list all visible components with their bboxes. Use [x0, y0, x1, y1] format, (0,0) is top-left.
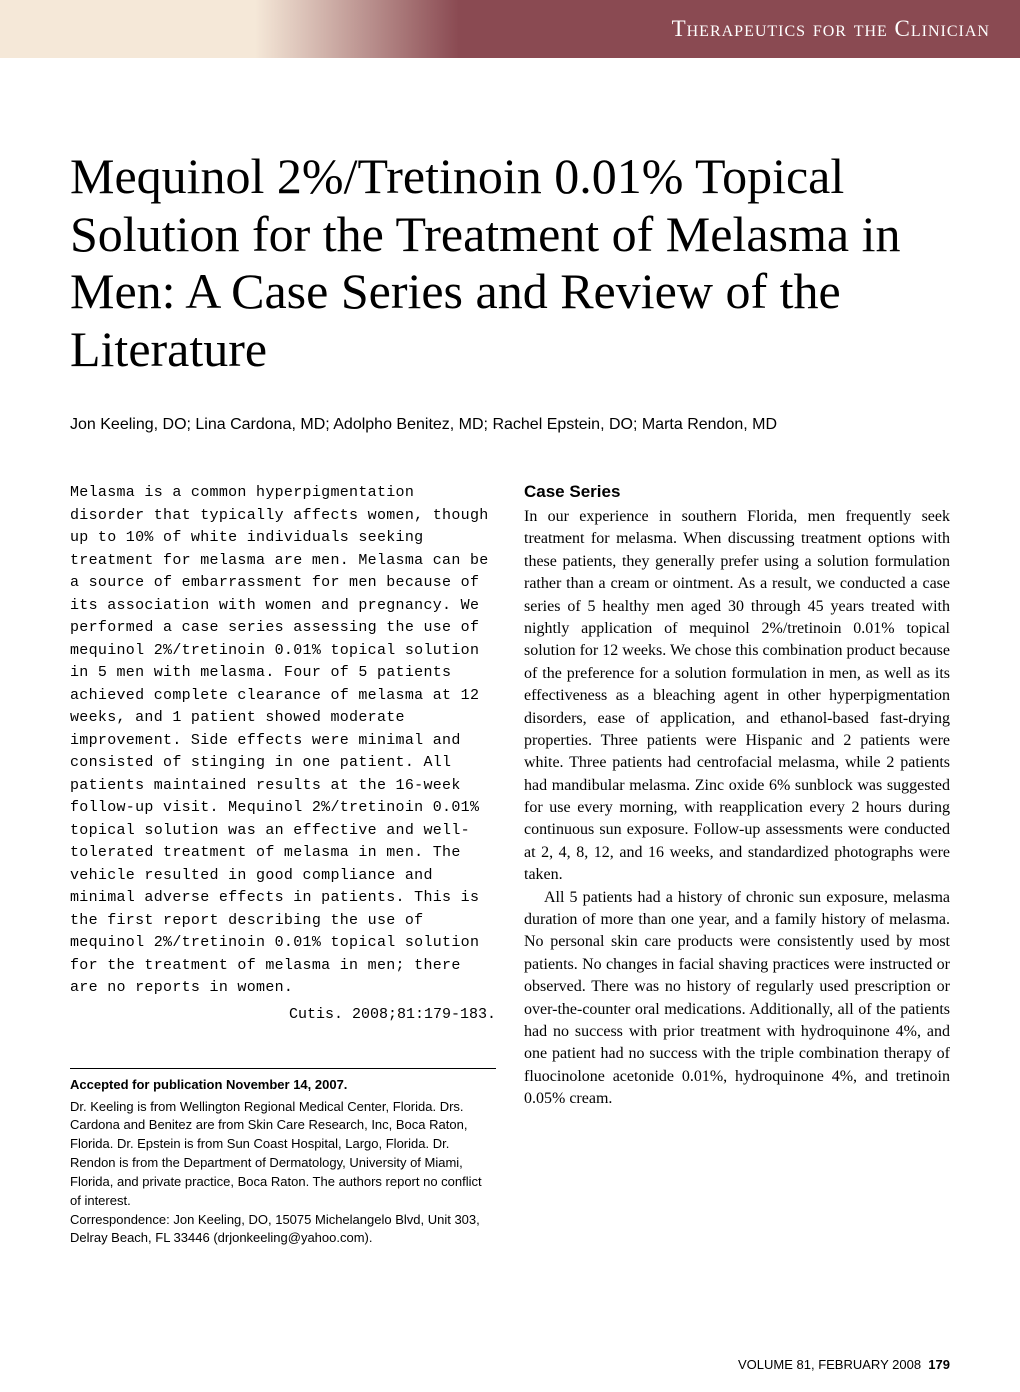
correspondence-info: Correspondence: Jon Keeling, DO, 15075 M…: [70, 1211, 496, 1249]
abstract-text: Melasma is a common hyperpigmentation di…: [70, 482, 496, 1000]
right-column: Case Series In our experience in souther…: [524, 482, 950, 1248]
page-footer: VOLUME 81, FEBRUARY 2008 179: [738, 1357, 950, 1372]
article-title: Mequinol 2%/Tretinoin 0.01% Topical Solu…: [70, 148, 950, 378]
author-affiliations: Dr. Keeling is from Wellington Regional …: [70, 1098, 496, 1211]
page-content: Mequinol 2%/Tretinoin 0.01% Topical Solu…: [0, 58, 1020, 1278]
left-column: Melasma is a common hyperpigmentation di…: [70, 482, 496, 1248]
page-number: 179: [928, 1357, 950, 1372]
section-banner: Therapeutics for the Clinician: [0, 0, 1020, 58]
body-paragraphs: In our experience in southern Florida, m…: [524, 506, 950, 1111]
accepted-date: Accepted for publication November 14, 20…: [70, 1077, 496, 1092]
author-list: Jon Keeling, DO; Lina Cardona, MD; Adolp…: [70, 416, 950, 434]
section-heading: Case Series: [524, 482, 950, 502]
citation-text: Cutis. 2008;81:179-183.: [70, 1006, 496, 1023]
paragraph-1: In our experience in southern Florida, m…: [524, 508, 950, 883]
paragraph-2: All 5 patients had a history of chronic …: [524, 887, 950, 1111]
two-column-layout: Melasma is a common hyperpigmentation di…: [70, 482, 950, 1248]
banner-title: Therapeutics for the Clinician: [672, 16, 990, 42]
issue-label: VOLUME 81, FEBRUARY 2008: [738, 1357, 921, 1372]
section-divider: [70, 1068, 496, 1069]
